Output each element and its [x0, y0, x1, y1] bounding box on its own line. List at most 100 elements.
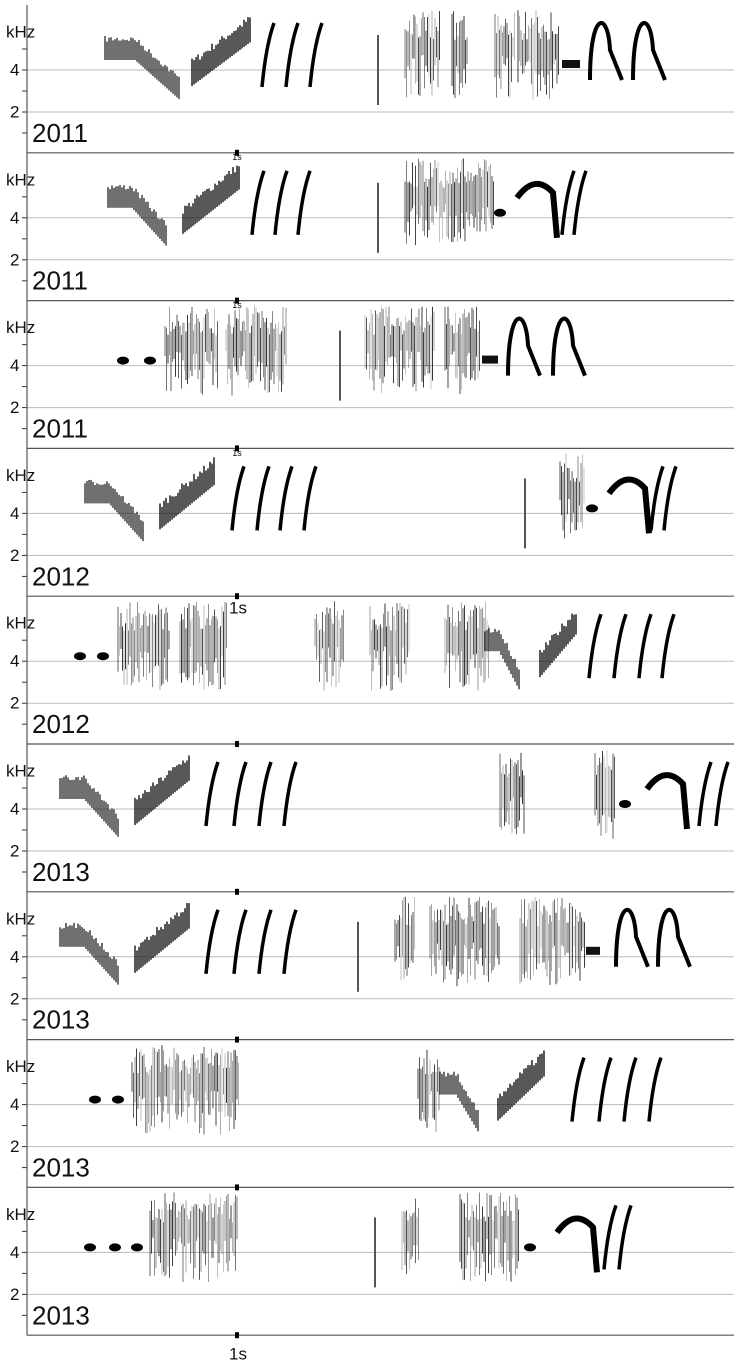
- y-tick-label: 2: [10, 398, 19, 417]
- syllable: [74, 652, 86, 660]
- syllable: [298, 171, 310, 235]
- y-tick-label: 2: [10, 841, 19, 860]
- syllable: [557, 1219, 597, 1273]
- time-tick: [235, 1184, 239, 1190]
- year-label: 2011: [32, 118, 88, 148]
- syllable: [662, 614, 674, 678]
- syllable: [647, 775, 687, 829]
- axis-unit: kHz: [6, 1057, 35, 1076]
- time-marker: 1s: [229, 599, 247, 618]
- time-tick: [235, 1332, 239, 1338]
- syllable: [633, 23, 665, 80]
- syllable: [206, 910, 218, 974]
- spectrogram-panel: kHz 4 2 2013: [6, 741, 734, 892]
- syllable: [609, 480, 649, 534]
- syllable: [84, 1243, 96, 1251]
- year-label: 2011: [32, 413, 88, 443]
- syllable: [284, 910, 296, 974]
- syllable: [562, 171, 574, 235]
- y-tick-label: 4: [10, 208, 19, 227]
- syllable: [234, 762, 246, 826]
- syllable: [280, 466, 292, 530]
- spectrogram-panel: kHz 4 2 2011 1s: [6, 298, 734, 449]
- syllable: [494, 209, 506, 217]
- y-tick-label: 4: [10, 356, 19, 375]
- syllable: [619, 800, 631, 808]
- syllable: [586, 947, 600, 955]
- syllable: [649, 1058, 661, 1122]
- year-label: 2013: [32, 1152, 90, 1182]
- syllable: [234, 910, 246, 974]
- y-tick-label: 4: [10, 799, 19, 818]
- figure: kHz422011kHz4220111skHz4220111skHz422012…: [0, 0, 734, 1364]
- year-label: 2013: [32, 1300, 90, 1330]
- syllable: [524, 1243, 536, 1251]
- spectrogram-panel: kHz 4 2 2013: [6, 1037, 734, 1188]
- y-tick-label: 2: [10, 989, 19, 1008]
- syllable: [562, 60, 580, 68]
- syllable: [614, 614, 626, 678]
- syllable: [259, 762, 271, 826]
- time-marker: 1s: [232, 448, 242, 458]
- syllable: [604, 1205, 616, 1269]
- syllable: [252, 171, 264, 235]
- syllable: [619, 1205, 631, 1269]
- time-marker: 1s: [232, 300, 242, 310]
- syllable: [589, 614, 601, 678]
- year-label: 2013: [32, 857, 90, 887]
- syllable: [286, 23, 298, 87]
- axis-unit: kHz: [6, 761, 35, 780]
- syllable: [664, 466, 676, 530]
- syllable: [232, 466, 244, 530]
- syllable: [97, 652, 109, 660]
- axis-unit: kHz: [6, 1205, 35, 1224]
- syllable: [574, 171, 586, 235]
- y-tick-label: 2: [10, 1285, 19, 1304]
- y-tick-label: 2: [10, 102, 19, 121]
- syllable: [259, 910, 271, 974]
- syllable: [206, 762, 218, 826]
- syllable: [586, 504, 598, 512]
- y-tick-label: 2: [10, 694, 19, 713]
- axis-unit: kHz: [6, 170, 35, 189]
- syllable: [508, 319, 540, 376]
- y-tick-label: 4: [10, 1095, 19, 1114]
- syllable: [89, 1096, 101, 1104]
- year-label: 2012: [32, 561, 90, 591]
- syllable: [716, 762, 728, 826]
- syllable: [590, 23, 622, 80]
- syllable: [651, 466, 663, 530]
- y-tick-label: 2: [10, 1137, 19, 1156]
- y-tick-label: 2: [10, 250, 19, 269]
- spectrogram-panel: kHz 4 2 2011: [6, 10, 734, 153]
- axis-unit: kHz: [6, 22, 35, 41]
- year-label: 2012: [32, 709, 90, 739]
- axis-unit: kHz: [6, 909, 35, 928]
- syllable: [599, 1058, 611, 1122]
- syllable: [482, 356, 498, 364]
- syllable: [262, 23, 274, 87]
- axis-unit: kHz: [6, 614, 35, 633]
- syllable: [144, 357, 156, 365]
- syllable: [112, 1096, 124, 1104]
- y-tick-label: 4: [10, 60, 19, 79]
- time-tick: [235, 741, 239, 747]
- syllable: [553, 319, 585, 376]
- syllable: [109, 1243, 121, 1251]
- axis-unit: kHz: [6, 318, 35, 337]
- y-tick-label: 2: [10, 546, 19, 565]
- syllable: [624, 1058, 636, 1122]
- syllable: [257, 466, 269, 530]
- time-tick: [235, 889, 239, 895]
- time-marker: 1s: [232, 152, 242, 162]
- syllable: [117, 357, 129, 365]
- syllable: [275, 171, 287, 235]
- syllable: [304, 466, 316, 530]
- syllable: [639, 614, 651, 678]
- syllable: [517, 184, 557, 238]
